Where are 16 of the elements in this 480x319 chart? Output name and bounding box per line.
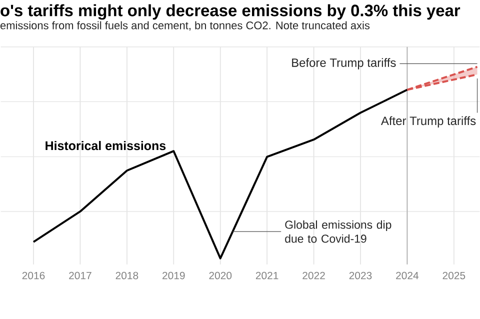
chart-subtitle: emissions from fossil fuels and cement, bn tonnes CO2. Note truncated axis bbox=[0, 21, 370, 31]
x-tick-label: 2016 bbox=[22, 272, 45, 280]
x-tick-label: 2017 bbox=[69, 272, 92, 280]
x-tick-label: 2022 bbox=[302, 272, 325, 280]
x-tick-label: 2020 bbox=[209, 272, 232, 280]
x-tick-label: 2018 bbox=[116, 272, 138, 280]
series-label: Historical emissions bbox=[46, 140, 166, 150]
x-tick-label: 2021 bbox=[256, 272, 278, 280]
x-tick-label: 2019 bbox=[162, 272, 185, 280]
x-tick-label: 2025 bbox=[442, 272, 466, 280]
chart-title: o's tariffs might only decrease emissions by 0.3% this year bbox=[0, 4, 460, 20]
series-label: Before Trump tariffs bbox=[292, 58, 396, 70]
x-tick-label: 2023 bbox=[349, 272, 372, 280]
annotation: Global emissions dip due to Covid-19 bbox=[285, 220, 392, 243]
x-tick-label: 2024 bbox=[396, 272, 419, 280]
text: After Trump tariffs bbox=[380, 116, 476, 128]
